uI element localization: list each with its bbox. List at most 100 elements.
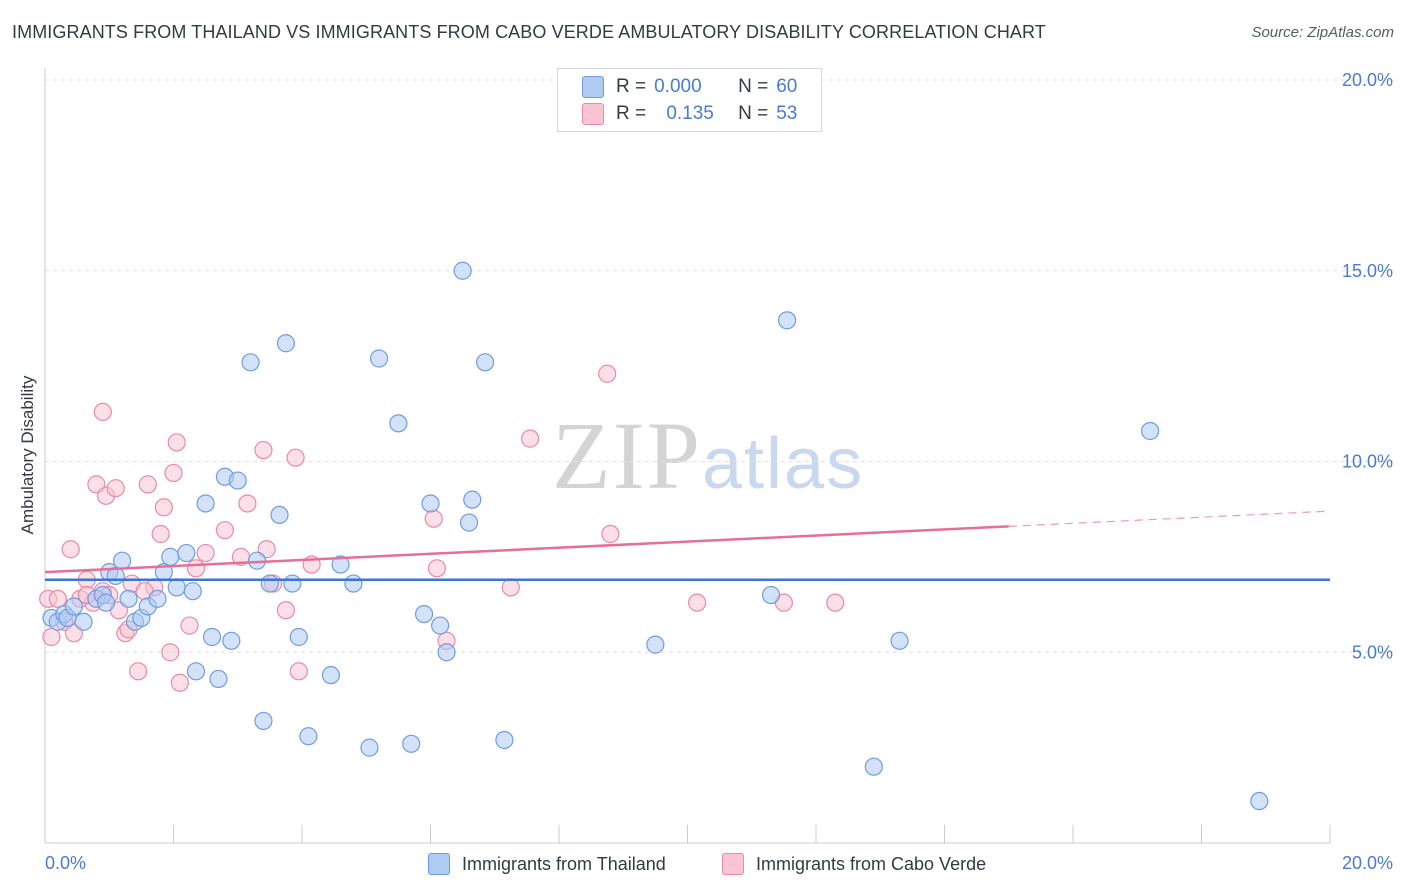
legend-n-label: N = [738,76,769,97]
series-label-cabo-verde: Immigrants from Cabo Verde [756,853,987,874]
source-label: Source: ZipAtlas.com [1251,24,1394,41]
point-cabo-verde-31 [215,521,234,540]
trendline-cabo-verde [44,525,1009,574]
point-cabo-verde-45 [520,429,540,448]
point-cabo-verde-4 [61,540,80,559]
point-thailand-33 [270,505,289,525]
point-cabo-verde-30 [196,543,215,563]
point-thailand-5 [74,612,93,631]
point-thailand-27 [222,631,241,650]
legend-swatch-thailand [582,76,604,98]
point-thailand-40 [344,574,363,593]
y-tick-label-2: 15.0% [1342,261,1393,281]
legend-n-value-thailand: 60 [776,76,798,97]
point-thailand-45 [414,604,434,624]
point-cabo-verde-19 [129,662,148,681]
series-legend-cabo-verde: Immigrants from Cabo Verde [722,852,986,876]
watermark: ZIPatlas [552,400,864,511]
point-thailand-55 [761,585,781,605]
point-thailand-48 [437,643,456,662]
legend-swatch-cabo-verde [582,103,604,125]
point-cabo-verde-26 [167,433,186,452]
point-thailand-19 [167,578,186,597]
point-thailand-57 [864,757,883,776]
point-thailand-16 [148,589,167,608]
point-thailand-39 [331,555,350,574]
watermark-atlas: atlas [702,424,865,504]
point-thailand-37 [299,727,318,746]
point-thailand-52 [476,353,495,372]
point-cabo-verde-2 [48,589,67,608]
point-thailand-29 [241,353,260,372]
correlation-legend: R = 0.000 N = 60 R = 0.135 N = 53 [557,68,822,132]
point-cabo-verde-33 [238,494,257,513]
point-thailand-54 [646,635,665,654]
point-cabo-verde-39 [289,662,308,681]
point-cabo-verde-47 [598,364,617,383]
point-thailand-49 [453,261,472,280]
point-thailand-59 [1140,421,1160,441]
point-thailand-18 [161,547,180,566]
chart-title: IMMIGRANTS FROM THAILAND VS IMMIGRANTS F… [12,22,1046,42]
point-thailand-36 [289,627,308,647]
point-thailand-41 [360,738,379,757]
point-thailand-23 [196,494,215,513]
point-cabo-verde-41 [424,509,443,528]
point-thailand-32 [260,574,279,593]
legend-row-thailand: R = 0.000 N = 60 [582,75,797,99]
point-thailand-28 [228,471,247,490]
point-cabo-verde-1 [42,627,61,647]
series-label-thailand: Immigrants from Thailand [462,853,666,874]
point-thailand-58 [890,631,909,650]
point-thailand-12 [119,589,138,608]
point-thailand-21 [183,582,202,601]
point-thailand-4 [64,597,84,616]
y-tick-label-3: 20.0% [1342,70,1393,90]
point-cabo-verde-14 [106,479,125,498]
point-cabo-verde-48 [688,593,707,612]
point-cabo-verde-38 [286,448,305,467]
point-thailand-46 [421,494,440,513]
legend-r-value-cabo-verde: 0.135 [666,103,714,124]
point-thailand-31 [254,711,273,731]
point-thailand-8 [96,593,116,612]
legend-r-value-thailand: 0.000 [654,76,702,97]
point-thailand-34 [276,334,296,353]
point-cabo-verde-20 [138,475,157,494]
point-cabo-verde-42 [427,559,447,578]
point-cabo-verde-37 [276,601,296,620]
point-cabo-verde-23 [154,498,173,517]
point-thailand-47 [431,616,450,635]
point-cabo-verde-27 [170,673,190,692]
series-swatch-cabo-verde [722,853,744,875]
watermark-zip: ZIP [552,402,702,509]
legend-r-label: R = [616,103,647,124]
legend-n-label: N = [738,103,769,124]
point-cabo-verde-22 [151,524,170,544]
y-tick-label-0: 5.0% [1352,642,1393,662]
point-thailand-53 [495,730,514,750]
series-swatch-thailand [428,853,450,875]
y-tick-label-1: 10.0% [1342,452,1393,472]
point-cabo-verde-12 [93,402,112,422]
series-legend-thailand: Immigrants from Thailand [428,852,666,876]
point-cabo-verde-34 [254,440,273,460]
point-cabo-verde-25 [164,463,183,483]
point-cabo-verde-44 [501,578,520,597]
point-thailand-35 [283,574,302,593]
point-thailand-24 [202,627,222,647]
point-thailand-25 [209,669,228,689]
point-thailand-56 [777,311,797,330]
x-tick-label-1: 20.0% [1342,853,1393,873]
point-thailand-22 [186,662,206,681]
trendline-cabo-verde-extension [1008,510,1331,527]
point-thailand-42 [370,349,389,368]
x-tick-label-0: 0.0% [45,853,86,873]
point-thailand-11 [112,551,132,570]
point-cabo-verde-50 [826,593,845,612]
point-cabo-verde-29 [186,559,206,578]
legend-r-label: R = [616,76,647,97]
legend-row-cabo-verde: R = 0.135 N = 53 [582,102,797,126]
point-thailand-44 [402,734,421,753]
